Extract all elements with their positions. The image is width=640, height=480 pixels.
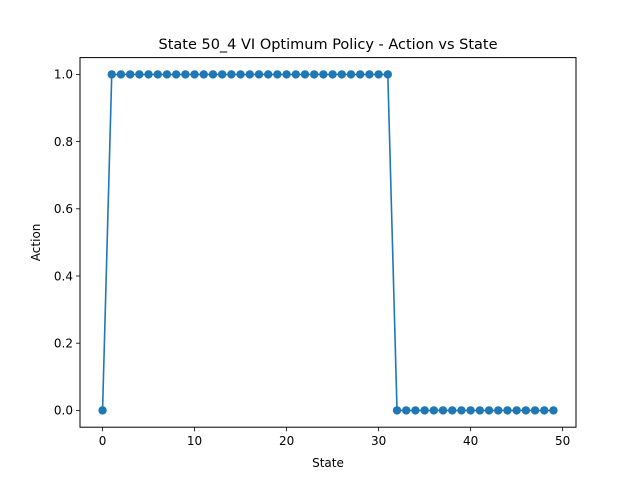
data-point bbox=[254, 70, 264, 79]
data-point bbox=[530, 406, 540, 415]
data-point bbox=[475, 406, 485, 415]
data-point bbox=[273, 70, 282, 79]
data-point bbox=[107, 70, 116, 79]
y-axis: 0.0 0.2 0.4 0.6 0.8 1.0 bbox=[54, 68, 80, 418]
data-point bbox=[429, 406, 439, 415]
x-tick-label: 10 bbox=[187, 434, 202, 448]
y-tick-label: 0.2 bbox=[54, 337, 73, 351]
data-point bbox=[356, 70, 365, 79]
x-tick-label: 30 bbox=[371, 434, 386, 448]
data-point bbox=[411, 406, 420, 415]
data-point bbox=[263, 70, 273, 79]
data-point bbox=[549, 406, 558, 415]
data-point bbox=[346, 70, 356, 79]
data-point bbox=[245, 70, 254, 79]
data-point bbox=[512, 406, 521, 415]
data-point bbox=[503, 406, 512, 415]
data-point bbox=[217, 70, 227, 79]
x-axis: 0 10 20 30 40 50 bbox=[99, 427, 570, 448]
data-point bbox=[171, 70, 181, 79]
series-layer bbox=[98, 70, 558, 415]
data-point bbox=[438, 406, 448, 415]
data-point bbox=[466, 406, 475, 415]
y-tick-label: 0.8 bbox=[54, 135, 73, 149]
y-tick-label: 0.4 bbox=[54, 269, 73, 283]
data-point bbox=[392, 406, 402, 415]
data-point bbox=[181, 70, 190, 79]
data-point bbox=[153, 70, 162, 79]
data-point bbox=[457, 406, 466, 415]
data-point bbox=[227, 70, 236, 79]
data-point bbox=[162, 70, 172, 79]
data-point bbox=[383, 70, 393, 79]
data-point bbox=[494, 406, 503, 415]
data-point bbox=[337, 70, 347, 79]
data-point bbox=[374, 70, 383, 79]
data-point bbox=[190, 70, 199, 79]
data-point bbox=[199, 70, 208, 79]
data-point bbox=[328, 70, 337, 79]
data-point bbox=[484, 406, 494, 415]
y-tick-label: 0.0 bbox=[54, 404, 73, 418]
y-axis-label: Action bbox=[29, 224, 43, 262]
y-tick-label: 1.0 bbox=[54, 68, 73, 82]
data-point bbox=[402, 406, 411, 415]
x-axis-label: State bbox=[312, 456, 344, 470]
data-point bbox=[144, 70, 153, 79]
data-point bbox=[208, 70, 218, 79]
data-point bbox=[309, 70, 319, 79]
data-point bbox=[540, 406, 549, 415]
data-point bbox=[420, 406, 429, 415]
data-point bbox=[282, 70, 291, 79]
data-point bbox=[125, 70, 135, 79]
x-tick-label: 50 bbox=[555, 434, 570, 448]
series-line bbox=[101, 73, 554, 412]
data-point bbox=[236, 70, 245, 79]
chart-title: State 50_4 VI Optimum Policy - Action vs… bbox=[158, 37, 497, 53]
data-point bbox=[291, 70, 300, 79]
data-point bbox=[365, 70, 374, 79]
axes-frame bbox=[79, 57, 577, 428]
x-tick-label: 20 bbox=[279, 434, 294, 448]
data-point bbox=[300, 70, 310, 79]
x-tick-label: 0 bbox=[99, 434, 107, 448]
x-tick-label: 40 bbox=[463, 434, 478, 448]
data-point bbox=[135, 70, 144, 79]
data-point bbox=[448, 406, 457, 415]
data-point bbox=[116, 70, 126, 79]
y-tick-label: 0.6 bbox=[54, 202, 73, 216]
data-point bbox=[98, 406, 107, 415]
data-point bbox=[319, 70, 328, 79]
data-point bbox=[521, 406, 531, 415]
